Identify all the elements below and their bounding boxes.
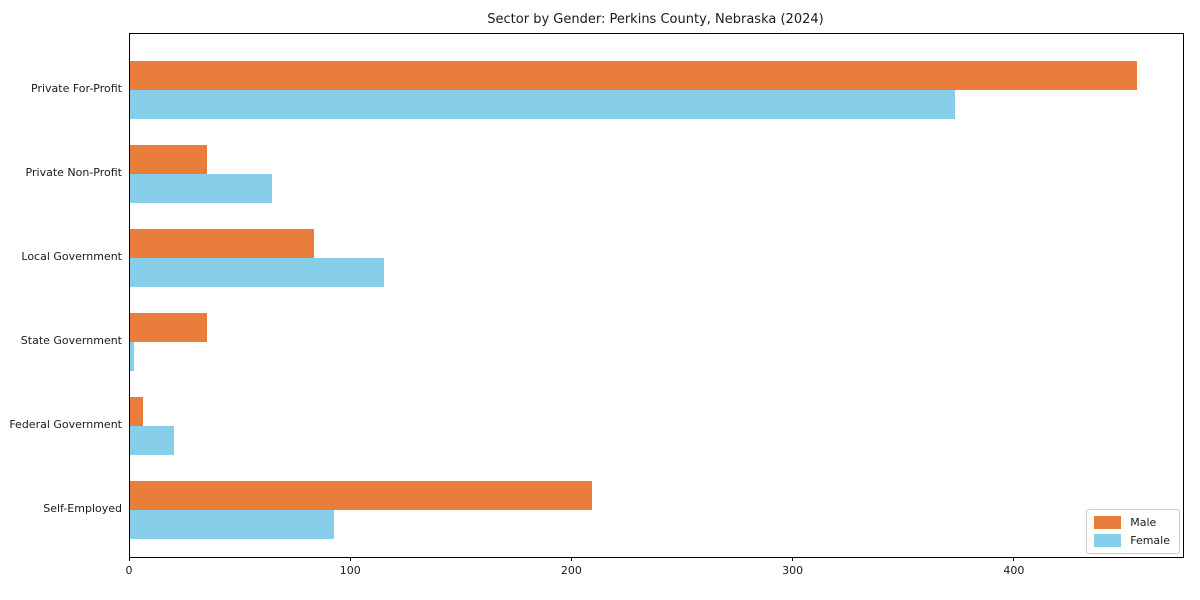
legend-swatch-female [1094,534,1122,547]
bar-male-local-government [130,229,314,258]
bar-male-private-non-profit [130,145,207,174]
legend: Male Female [1086,509,1180,554]
y-axis-label-self-employed: Self-Employed [43,502,122,515]
x-axis-tick-mark [349,557,351,561]
x-axis-tick-label: 200 [560,564,582,577]
y-axis-label-state-government: State Government [20,334,122,347]
legend-swatch-male [1094,516,1122,529]
y-axis-label-local-government: Local Government [21,250,122,263]
bar-male-federal-government [130,397,143,426]
chart-title: Sector by Gender: Perkins County, Nebras… [487,12,824,27]
bar-male-self-employed [130,481,592,510]
plot-area: Male Female [129,33,1184,558]
x-axis-tick-mark [128,557,130,561]
bar-female-private-non-profit [130,174,272,203]
bar-female-state-government [130,342,134,371]
bar-female-federal-government [130,426,174,455]
legend-item-female: Female [1094,534,1170,547]
x-axis-tick-mark [792,557,794,561]
x-axis-tick-label: 400 [1003,564,1025,577]
bar-female-self-employed [130,510,334,539]
x-axis-tick-mark [1013,557,1015,561]
y-axis-label-private-for-profit: Private For-Profit [31,82,122,95]
y-axis-label-federal-government: Federal Government [9,418,122,431]
x-axis-tick-mark [570,557,572,561]
legend-item-male: Male [1094,516,1170,529]
x-axis-tick-label: 300 [782,564,804,577]
bar-male-state-government [130,313,207,342]
legend-label-female: Female [1130,534,1170,547]
bar-male-private-for-profit [130,61,1137,90]
y-axis-label-private-non-profit: Private Non-Profit [25,166,122,179]
bar-female-private-for-profit [130,90,955,119]
x-axis-tick-label: 100 [339,564,361,577]
bar-female-local-government [130,258,384,287]
x-axis-tick-label: 0 [125,564,133,577]
legend-label-male: Male [1130,516,1157,529]
